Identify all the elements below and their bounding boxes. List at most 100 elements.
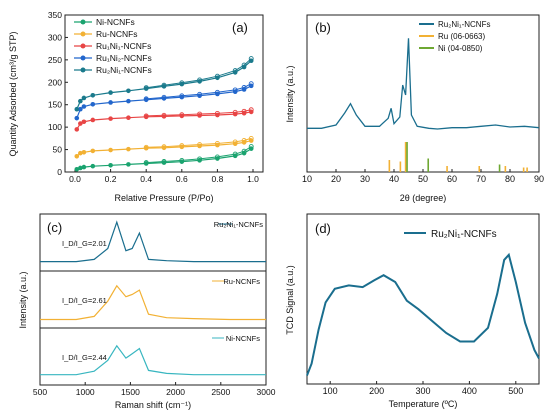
- panel-a-legend: Ni-NCNFs Ru-NCNFs Ru₁Ni₁-NCNFs Ru₁Ni₂-NC…: [74, 17, 152, 75]
- a-desorption-point: [214, 154, 220, 160]
- panel-d-series: [306, 252, 540, 376]
- a-y-tick-label: 0: [57, 167, 62, 177]
- svg-text:Ru₁Ni₂-NCNFs: Ru₁Ni₂-NCNFs: [96, 53, 152, 63]
- b-x-tick-label: 10: [302, 174, 312, 184]
- panel-d-label: (d): [315, 221, 331, 236]
- a-desorption-point: [232, 139, 238, 145]
- c-raman-spectrum: [40, 344, 266, 376]
- svg-text:Ru (06-0663): Ru (06-0663): [438, 32, 485, 41]
- a-desorption-point: [179, 93, 185, 99]
- a-desorption-point: [179, 112, 185, 118]
- a-data-point: [74, 167, 80, 172]
- a-desorption-point: [214, 89, 220, 95]
- a-data-point: [78, 98, 83, 104]
- a-desorption-point: [197, 77, 203, 83]
- c-raman-spectrum: [40, 220, 266, 263]
- panel-a-x-ticks: 0.0 0.2 0.4 0.6 0.8 1.0: [69, 169, 259, 184]
- d-tpr-curve: [306, 252, 540, 376]
- legend-c-item-3: Ni-NCNFs: [226, 334, 260, 343]
- svg-text:Ru₂Ni₁-NCNFs: Ru₂Ni₁-NCNFs: [96, 65, 152, 75]
- a-desorption-line: [146, 146, 252, 164]
- panel-a-y-ticks: 0 50 100 150 200 250 300 350: [48, 10, 68, 177]
- d-x-tick-label: 500: [508, 386, 523, 396]
- panel-c-legend-bottom: Ni-NCNFs: [212, 334, 260, 343]
- c-x-tick-label: 1000: [76, 387, 95, 397]
- c-x-tick-label: 2500: [211, 387, 230, 397]
- a-desorption-point: [248, 144, 254, 149]
- a-y-tick-label: 150: [48, 100, 62, 110]
- panel-b-xrd: (b) 10 20 30 40 50 60 70 80 90 2θ (degree) Inten…: [285, 14, 544, 203]
- a-data-point: [108, 162, 113, 168]
- a-desorption-point: [161, 159, 167, 164]
- a-desorption-point: [143, 85, 149, 91]
- a-desorption-point: [248, 56, 254, 62]
- svg-text:Ni (04-0850): Ni (04-0850): [438, 44, 483, 53]
- a-data-point: [126, 146, 131, 152]
- a-data-point: [108, 100, 113, 105]
- svg-text:Ru₂Ni₁-NCNFs: Ru₂Ni₁-NCNFs: [438, 20, 490, 29]
- a-data-point: [78, 150, 83, 156]
- a-desorption-point: [161, 94, 167, 100]
- a-desorption-point: [232, 109, 238, 115]
- a-data-point: [74, 154, 80, 159]
- a-desorption-point: [241, 148, 247, 154]
- a-desorption-point: [197, 91, 203, 97]
- a-desorption-point: [179, 157, 185, 163]
- c-x-tick-label: 500: [33, 387, 47, 397]
- a-data-point: [126, 162, 131, 167]
- legend-b-item-1: Ru₂Ni₁-NCNFs: [419, 20, 490, 29]
- ratio-ni: I_D/I_G=2.44: [62, 353, 107, 362]
- a-y-tick-label: 50: [53, 145, 63, 155]
- a-desorption-point: [241, 85, 247, 90]
- a-desorption-line: [146, 83, 252, 100]
- a-data-point: [126, 115, 131, 121]
- b-x-tick-label: 20: [331, 174, 341, 184]
- a-desorption-point: [143, 113, 149, 119]
- panel-a-frame: [64, 14, 264, 173]
- legend-a-item-4: Ru₁Ni₂-NCNFs: [74, 53, 152, 63]
- a-desorption-line: [146, 137, 252, 148]
- a-data-point: [74, 127, 80, 132]
- panel-c-legend-top: Ru₂Ni₁-NCNFs: [214, 220, 263, 229]
- a-data-point: [126, 98, 131, 104]
- a-desorption-point: [197, 142, 203, 147]
- panel-c-series: [40, 220, 266, 376]
- a-desorption-point: [161, 144, 167, 150]
- panel-b-label: (b): [315, 20, 331, 35]
- a-desorption-point: [214, 110, 220, 116]
- panel-c-raman: (c) 500 1000 1500 2000 2500 3000 Raman shift …: [18, 213, 276, 410]
- panel-c-frame-bottom: [39, 327, 267, 386]
- panel-b-frame: [306, 14, 540, 173]
- a-data-point: [78, 121, 83, 126]
- a-desorption-point: [248, 81, 254, 87]
- a-data-point: [81, 164, 87, 170]
- a-desorption-point: [179, 80, 185, 86]
- b-x-tick-label: 60: [447, 174, 457, 184]
- panel-a-x-axis-label: Relative Pressure (P/Po): [114, 193, 213, 203]
- panel-b-x-ticks: 10 20 30 40 50 60 70 80 90: [302, 169, 544, 184]
- a-series-1: [74, 144, 254, 172]
- a-desorption-point: [248, 135, 254, 141]
- svg-text:Ni-NCNFs: Ni-NCNFs: [96, 17, 135, 27]
- panel-b-x-axis-label: 2θ (degree): [400, 193, 447, 203]
- ratio-ru2ni1: I_D/I_G=2.01: [62, 239, 107, 248]
- a-data-point: [78, 106, 83, 112]
- panel-c-x-ticks: 500 1000 1500 2000 2500 3000: [33, 382, 276, 397]
- a-y-tick-label: 250: [48, 55, 62, 65]
- panel-c-y-axis-label: Intensity (a.u.): [18, 271, 28, 328]
- b-xrd-pattern: [307, 38, 540, 130]
- a-x-tick-label: 0.2: [105, 174, 117, 184]
- a-desorption-point: [179, 143, 185, 149]
- a-data-point: [81, 149, 87, 155]
- a-desorption-point: [143, 96, 149, 102]
- a-desorption-point: [143, 144, 149, 150]
- panel-d-legend: Ru₂Ni₁-NCNFs: [404, 229, 497, 240]
- panel-b-series: [307, 38, 540, 172]
- a-desorption-point: [197, 156, 203, 162]
- ratio-ru: I_D/I_G=2.61: [62, 296, 107, 305]
- a-desorption-point: [232, 151, 238, 157]
- a-x-tick-label: 1.0: [247, 174, 259, 184]
- a-desorption-line: [146, 109, 252, 117]
- b-x-tick-label: 50: [418, 174, 428, 184]
